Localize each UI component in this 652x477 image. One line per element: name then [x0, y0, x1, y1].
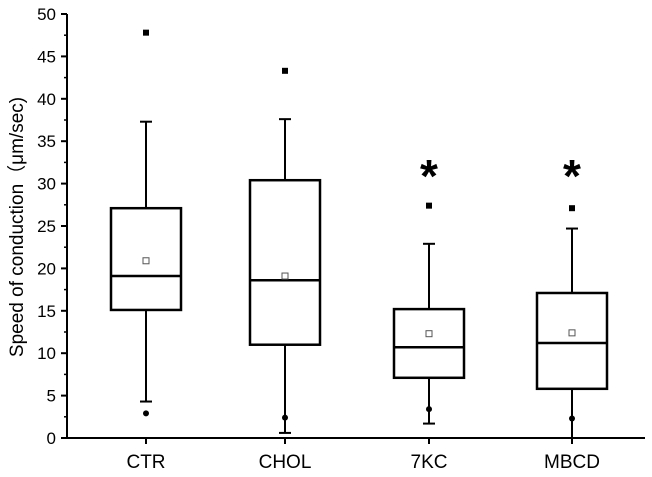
box-mbcd: [535, 291, 609, 391]
y-tick-label: 20: [37, 259, 56, 278]
y-axis-label: Speed of conduction（μm/sec): [6, 97, 28, 357]
y-tick-label: 50: [37, 5, 56, 24]
box-chol: [248, 178, 322, 346]
mean-marker-chol: [281, 272, 289, 280]
outlier-high-chol: [282, 67, 288, 74]
y-tick-label: 0: [47, 429, 56, 448]
plot-area: 0 5 10 15 20 25 30 35 40 45 50 CTR CHOL 7KC * MBCD *: [37, 5, 645, 473]
y-tick-label: 30: [37, 175, 56, 194]
y-tick-label: 40: [37, 90, 56, 109]
mean-marker-7kc: [425, 330, 433, 338]
y-tick-label: 25: [37, 217, 56, 236]
outlier-low-7kc: [426, 406, 432, 413]
y-tick-label: 35: [37, 132, 56, 151]
significance-star-7kc: *: [420, 150, 438, 202]
outlier-low-mbcd: [569, 415, 575, 422]
box-7kc: [392, 307, 466, 380]
outlier-high-ctr: [143, 29, 149, 36]
outlier-high-7kc: [426, 202, 432, 209]
outlier-low-ctr: [143, 410, 149, 417]
x-tick-label-ctr: CTR: [126, 452, 165, 473]
mean-marker-mbcd: [568, 329, 576, 337]
outlier-low-chol: [282, 414, 288, 421]
outlier-high-mbcd: [569, 205, 575, 212]
y-tick-label: 5: [47, 387, 56, 406]
x-tick-label-7kc: 7KC: [411, 452, 448, 473]
y-tick-label: 15: [37, 302, 56, 321]
significance-star-mbcd: *: [563, 150, 581, 202]
y-tick-label: 10: [37, 344, 56, 363]
y-tick-label: 45: [37, 47, 56, 66]
mean-marker-ctr: [142, 257, 150, 265]
x-tick-label-mbcd: MBCD: [544, 452, 600, 473]
x-tick-label-chol: CHOL: [259, 452, 312, 473]
